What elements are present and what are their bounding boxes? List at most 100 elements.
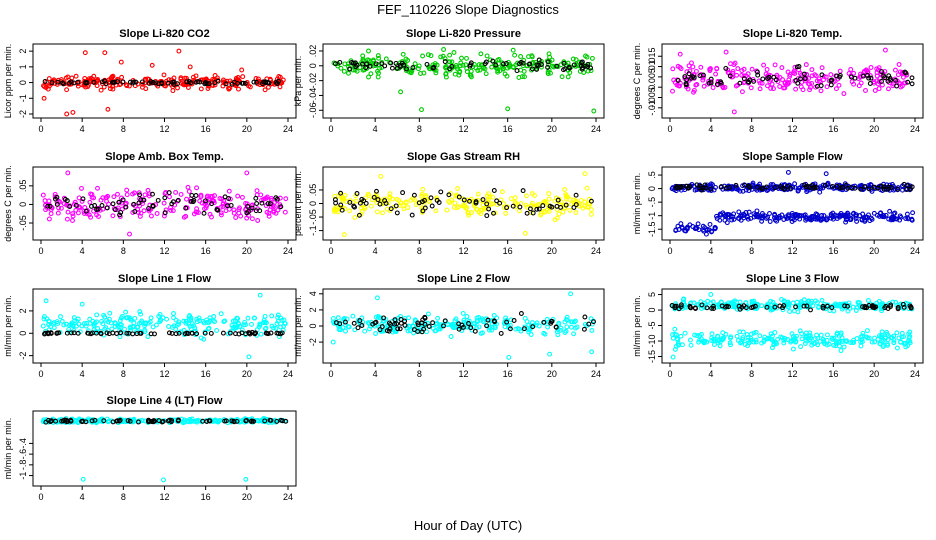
data-point: [563, 196, 569, 202]
data-point: [838, 348, 844, 354]
data-point: [135, 419, 141, 425]
data-point: [709, 331, 715, 337]
data-point: [95, 326, 101, 331]
data-point: [124, 187, 130, 193]
data-point: [708, 300, 714, 306]
data-point: [429, 203, 435, 209]
data-point: [194, 209, 200, 215]
data-point: [791, 308, 797, 314]
data-point: [867, 81, 873, 86]
data-point: [408, 197, 414, 203]
data-point: [65, 74, 71, 80]
data-point: [149, 419, 155, 424]
data-point: [41, 95, 47, 101]
data-point: [173, 189, 179, 195]
data-point: [42, 198, 48, 204]
x-tick-label: 4: [373, 246, 378, 256]
x-tick-label: 0: [328, 124, 333, 134]
data-point: [189, 418, 195, 424]
data-point: [885, 186, 891, 192]
data-point: [554, 207, 560, 212]
data-point: [694, 333, 700, 339]
data-point: [734, 333, 740, 339]
data-point: [157, 311, 163, 317]
data-point: [675, 340, 681, 346]
data-point: [851, 337, 857, 343]
data-point: [815, 335, 821, 341]
data-point: [823, 74, 829, 80]
data-point: [66, 80, 72, 86]
data-point: [89, 194, 95, 200]
data-point: [678, 333, 684, 339]
data-point: [58, 314, 63, 320]
data-point: [713, 71, 719, 77]
data-point: [245, 203, 251, 209]
x-tick-label: 8: [121, 369, 126, 379]
data-point: [772, 215, 777, 221]
data-point: [263, 80, 269, 86]
data-point: [343, 328, 348, 334]
data-point: [411, 327, 417, 333]
data-point: [526, 322, 532, 328]
data-point: [140, 81, 146, 87]
data-point: [871, 79, 877, 85]
panel-title: Slope Sample Flow: [742, 151, 843, 163]
data-point: [782, 186, 788, 192]
data-point: [850, 339, 856, 345]
data-point: [438, 54, 444, 60]
data-point: [733, 182, 739, 188]
x-tick-label: 12: [159, 369, 169, 379]
data-point: [862, 305, 868, 311]
data-point: [243, 322, 248, 328]
data-point: [424, 329, 429, 335]
data-point: [178, 191, 184, 197]
data-point: [534, 320, 540, 326]
x-tick-label: 24: [283, 492, 293, 502]
data-point: [354, 62, 360, 68]
data-point: [829, 77, 835, 83]
data-point: [148, 79, 154, 85]
data-point: [848, 67, 854, 72]
y-tick-label: 0: [308, 323, 318, 328]
data-point: [512, 195, 518, 201]
data-point: [141, 197, 147, 203]
data-point: [501, 201, 507, 207]
data-point: [464, 65, 470, 71]
data-point: [239, 194, 245, 200]
points: [40, 292, 288, 360]
data-point: [571, 62, 577, 68]
data-point: [171, 311, 176, 316]
data-point: [170, 79, 176, 85]
data-point: [394, 210, 400, 216]
data-point: [338, 326, 344, 332]
data-point: [589, 349, 595, 355]
data-point: [376, 55, 382, 61]
data-point: [540, 203, 546, 209]
data-point: [356, 212, 362, 218]
data-point: [451, 204, 457, 210]
x-tick-label: 0: [38, 124, 43, 134]
data-point: [193, 418, 199, 424]
data-point: [872, 339, 878, 345]
data-point: [707, 221, 713, 227]
data-point: [274, 81, 280, 86]
data-point: [810, 213, 816, 219]
data-point: [231, 210, 237, 216]
data-point: [691, 87, 697, 93]
data-point: [385, 200, 391, 206]
data-point: [468, 68, 474, 74]
data-point: [824, 217, 829, 223]
data-point: [886, 73, 892, 79]
data-point: [741, 73, 747, 79]
y-tick-label: 1: [18, 64, 28, 69]
data-point: [189, 321, 195, 327]
data-point: [772, 62, 778, 68]
data-point: [534, 62, 540, 68]
data-point: [741, 76, 747, 82]
data-point: [760, 185, 766, 191]
points: [670, 47, 915, 115]
data-point: [161, 72, 167, 78]
data-point: [400, 190, 406, 196]
data-point: [388, 206, 394, 212]
data-point: [730, 68, 736, 74]
